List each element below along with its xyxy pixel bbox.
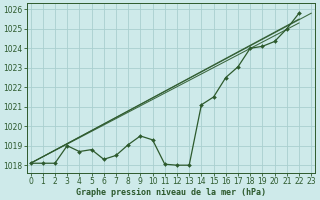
- X-axis label: Graphe pression niveau de la mer (hPa): Graphe pression niveau de la mer (hPa): [76, 188, 266, 197]
